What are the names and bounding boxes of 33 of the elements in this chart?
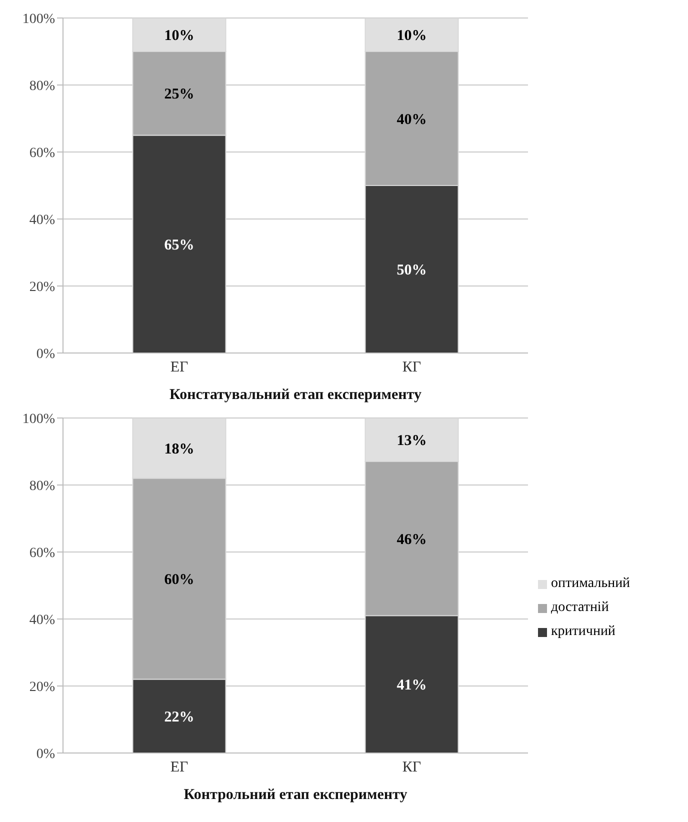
y-tick-label: 40% <box>29 212 56 228</box>
data-label: 60% <box>164 572 194 588</box>
y-tick-label: 60% <box>29 546 56 561</box>
y-tick-label: 20% <box>29 280 56 295</box>
x-tick-label: КГ <box>402 760 422 776</box>
x-axis-title: Контрольний етап експерименту <box>184 787 408 803</box>
data-label: 10% <box>164 28 194 44</box>
y-tick-label: 40% <box>29 612 56 628</box>
data-label: 50% <box>396 262 427 279</box>
y-tick-label: 20% <box>29 680 56 695</box>
legend-label: достатній <box>551 600 609 616</box>
x-tick-label: ЕГ <box>170 760 188 776</box>
y-tick-label: 100% <box>22 12 56 27</box>
data-label: 65% <box>164 237 194 254</box>
legend-label: оптимальний <box>551 576 630 592</box>
y-tick-label: 0% <box>36 346 56 362</box>
x-tick-label: КГ <box>402 360 422 376</box>
data-label: 18% <box>164 441 194 458</box>
x-axis-title: Констатувальний етап експерименту <box>170 387 422 403</box>
y-tick-label: 0% <box>36 746 56 762</box>
data-label: 41% <box>396 678 427 694</box>
data-label: 10% <box>396 28 427 44</box>
data-label: 13% <box>396 433 427 450</box>
x-tick-label: ЕГ <box>170 360 188 376</box>
y-tick-label: 80% <box>29 478 56 494</box>
data-label: 40% <box>396 112 427 128</box>
data-label: 22% <box>164 709 194 726</box>
legend-label: критичний <box>551 624 616 640</box>
data-label: 25% <box>164 86 194 103</box>
data-label: 46% <box>396 532 427 548</box>
y-tick-label: 100% <box>22 412 56 427</box>
y-tick-label: 80% <box>29 78 56 94</box>
y-tick-label: 60% <box>29 146 56 161</box>
